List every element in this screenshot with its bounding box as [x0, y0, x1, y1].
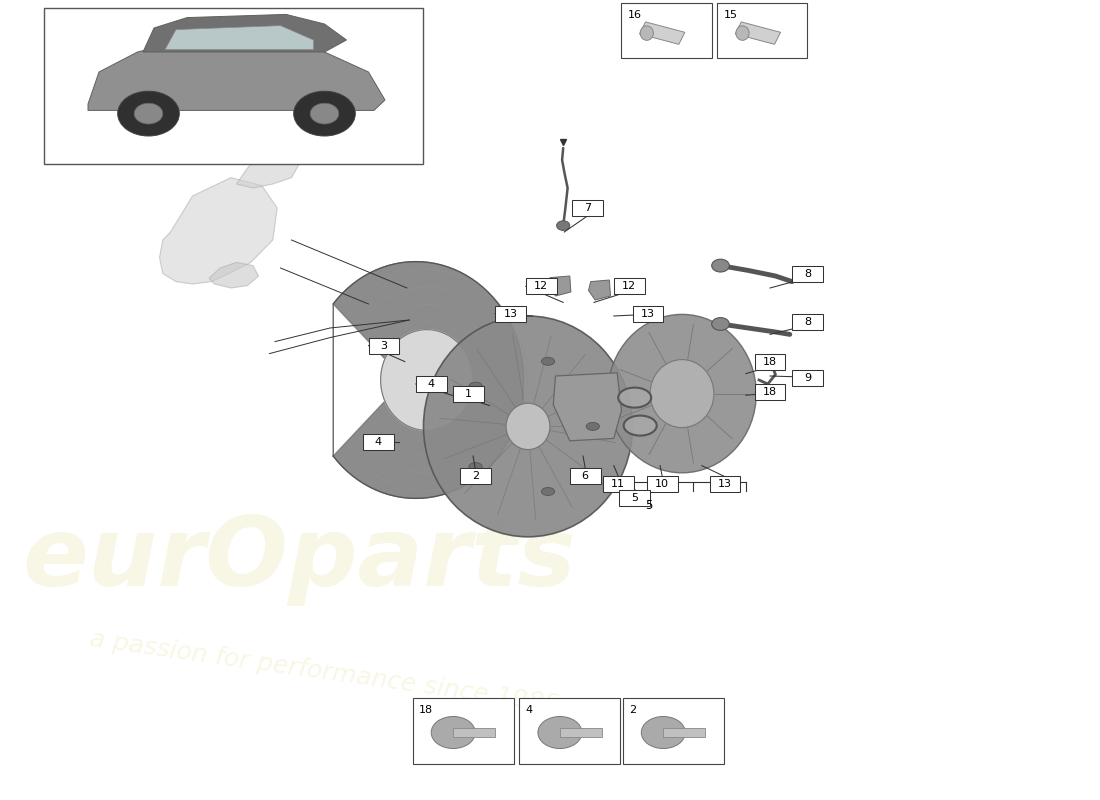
Polygon shape: [333, 262, 524, 498]
Text: 13: 13: [504, 309, 517, 318]
Text: 8: 8: [804, 317, 811, 326]
Text: 18: 18: [763, 387, 777, 397]
Text: 10: 10: [656, 479, 669, 489]
Ellipse shape: [624, 416, 657, 435]
Bar: [755, 354, 785, 370]
Polygon shape: [588, 280, 610, 300]
Polygon shape: [165, 26, 314, 50]
Bar: [570, 468, 601, 484]
Bar: [526, 278, 557, 294]
Text: 2: 2: [629, 705, 636, 715]
Bar: [792, 314, 823, 330]
Text: 4: 4: [375, 438, 382, 447]
Ellipse shape: [586, 422, 600, 430]
Text: 1: 1: [465, 389, 472, 398]
Bar: [647, 476, 678, 492]
Bar: [44, 8, 424, 164]
Bar: [460, 468, 491, 484]
Text: 12: 12: [535, 282, 548, 291]
Bar: [717, 3, 807, 58]
Bar: [416, 376, 447, 392]
Text: 11: 11: [612, 479, 625, 489]
Bar: [603, 476, 634, 492]
Polygon shape: [381, 330, 473, 430]
Bar: [621, 3, 712, 58]
Bar: [619, 490, 650, 506]
Bar: [572, 200, 603, 216]
Bar: [363, 434, 394, 450]
Polygon shape: [160, 178, 277, 284]
Text: 7: 7: [584, 203, 591, 213]
Text: 13: 13: [718, 479, 732, 489]
Bar: [495, 306, 526, 322]
Circle shape: [431, 717, 475, 749]
Text: 5: 5: [631, 493, 638, 502]
Circle shape: [310, 103, 339, 124]
Bar: [792, 266, 823, 282]
Text: 15: 15: [724, 10, 738, 19]
Bar: [560, 728, 602, 738]
Text: 13: 13: [641, 309, 654, 318]
Polygon shape: [236, 146, 299, 188]
Bar: [755, 384, 785, 400]
Bar: [412, 698, 514, 764]
Ellipse shape: [469, 462, 482, 470]
Ellipse shape: [650, 360, 714, 427]
Bar: [663, 728, 705, 738]
Bar: [710, 476, 740, 492]
Circle shape: [538, 717, 582, 749]
Polygon shape: [88, 40, 385, 110]
Ellipse shape: [469, 382, 482, 390]
Bar: [735, 22, 781, 44]
Text: 6: 6: [582, 471, 588, 481]
Text: 3: 3: [381, 341, 387, 350]
Polygon shape: [143, 14, 346, 52]
Ellipse shape: [424, 316, 632, 537]
Ellipse shape: [618, 388, 651, 408]
Bar: [632, 306, 663, 322]
Text: 4: 4: [428, 379, 435, 389]
Ellipse shape: [541, 358, 554, 366]
Ellipse shape: [541, 487, 554, 495]
Polygon shape: [209, 262, 258, 288]
Bar: [519, 698, 620, 764]
Circle shape: [641, 717, 685, 749]
Ellipse shape: [607, 314, 757, 473]
Ellipse shape: [640, 26, 653, 40]
Polygon shape: [553, 373, 621, 441]
Text: 2: 2: [472, 471, 478, 481]
Text: a passion for performance since 1985: a passion for performance since 1985: [88, 627, 561, 717]
Ellipse shape: [506, 403, 550, 450]
Bar: [639, 22, 685, 44]
Bar: [614, 278, 645, 294]
Circle shape: [712, 259, 729, 272]
Ellipse shape: [736, 26, 749, 40]
Text: 12: 12: [623, 282, 636, 291]
Bar: [453, 386, 484, 402]
Polygon shape: [549, 276, 571, 296]
Circle shape: [557, 221, 570, 230]
Circle shape: [712, 318, 729, 330]
Text: 5: 5: [646, 499, 652, 512]
Text: 4: 4: [526, 705, 532, 715]
Text: 9: 9: [804, 373, 811, 382]
Bar: [368, 338, 399, 354]
Circle shape: [294, 91, 355, 136]
Text: eurOparts: eurOparts: [22, 514, 575, 606]
Text: 8: 8: [804, 269, 811, 278]
Circle shape: [118, 91, 179, 136]
Text: 18: 18: [763, 358, 777, 367]
Text: 18: 18: [419, 705, 433, 715]
Text: 16: 16: [628, 10, 642, 19]
Bar: [792, 370, 823, 386]
Circle shape: [134, 103, 163, 124]
Bar: [453, 728, 495, 738]
Bar: [623, 698, 724, 764]
